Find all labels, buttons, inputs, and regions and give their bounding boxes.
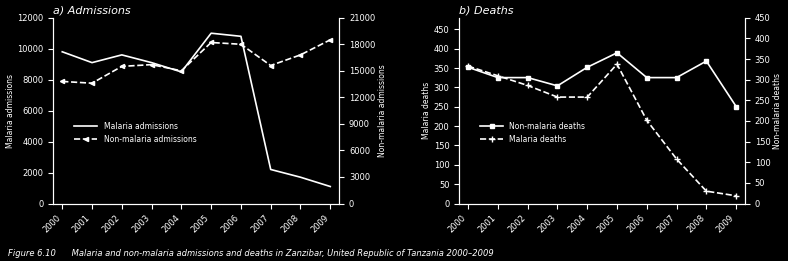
Legend: Malaria admissions, Non-malaria admissions: Malaria admissions, Non-malaria admissio… <box>72 119 199 147</box>
Legend: Non-malaria deaths, Malaria deaths: Non-malaria deaths, Malaria deaths <box>478 119 589 147</box>
Y-axis label: Non-malaria admissions: Non-malaria admissions <box>378 64 387 157</box>
Y-axis label: Non-malaria deaths: Non-malaria deaths <box>774 73 782 149</box>
Text: Figure 6.10      Malaria and non-malaria admissions and deaths in Zanzibar, Unit: Figure 6.10 Malaria and non-malaria admi… <box>8 250 493 258</box>
Text: b) Deaths: b) Deaths <box>459 5 514 16</box>
Text: a) Admissions: a) Admissions <box>54 5 131 16</box>
Y-axis label: Malaria deaths: Malaria deaths <box>422 82 431 139</box>
Y-axis label: Malaria admissions: Malaria admissions <box>6 74 14 148</box>
